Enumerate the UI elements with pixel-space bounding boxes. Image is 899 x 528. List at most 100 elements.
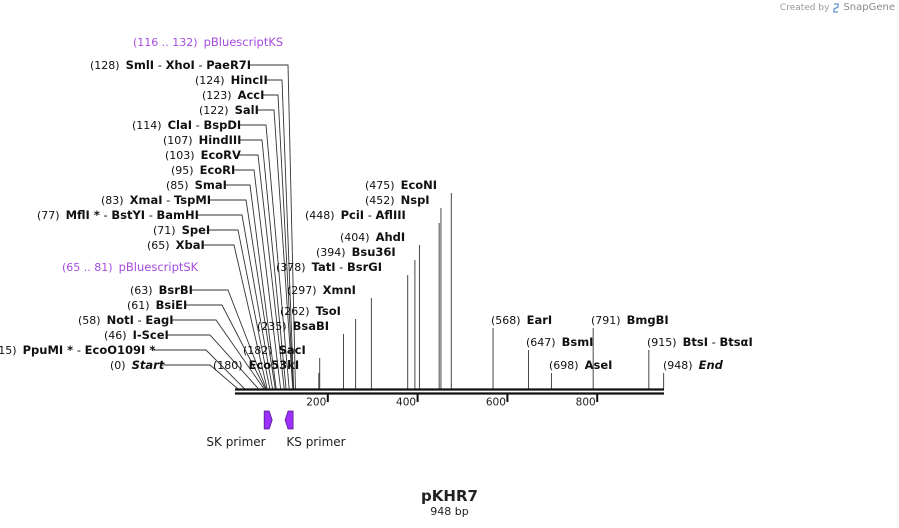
svg-text:(568)EarI: (568) EarI xyxy=(491,313,552,327)
enzyme-site[interactable]: (63) BsrBI xyxy=(130,283,193,297)
enzyme-name: BmgBI xyxy=(627,313,669,327)
enzyme-separator: - xyxy=(192,118,203,132)
enzyme-site[interactable]: (123) AccI xyxy=(202,88,264,102)
svg-text:(83)XmaI - TspMI: (83) XmaI - TspMI xyxy=(101,193,211,207)
enzyme-leader-line xyxy=(223,184,277,390)
enzyme-name: BsrGI xyxy=(347,260,382,274)
enzyme-leader-line xyxy=(261,94,294,390)
enzyme-leader-line xyxy=(255,109,294,390)
enzyme-site[interactable]: (107) HindIII xyxy=(163,133,241,147)
enzyme-site[interactable]: (262) TsoI xyxy=(280,304,341,318)
svg-text:(103)EcoRV: (103) EcoRV xyxy=(165,148,241,162)
enzyme-site[interactable]: (791) BmgBI xyxy=(591,313,669,327)
enzyme-site[interactable]: (452) NspI xyxy=(365,193,430,207)
feature-range: (116 .. 132) xyxy=(133,36,198,49)
enzyme-site[interactable]: (77) MflI * - BstYI - BamHI xyxy=(37,208,199,222)
enzyme-name: SmlI xyxy=(126,58,155,72)
enzyme-site[interactable]: (915) BtsI - BtsαI xyxy=(647,335,753,349)
feature-pbluescriptsk[interactable]: (65 .. 81) pBluescriptSK xyxy=(62,260,199,274)
enzyme-name: I-SceI xyxy=(133,328,169,342)
enzyme-position: (180) xyxy=(213,359,243,372)
enzyme-position: (63) xyxy=(130,284,153,297)
svg-text:(114)ClaI - BspDI: (114) ClaI - BspDI xyxy=(132,118,241,132)
feature-label: pBluescriptKS xyxy=(204,35,284,49)
primer-label: KS primer xyxy=(286,435,345,449)
ks-primer[interactable]: KS primer xyxy=(284,410,346,449)
enzyme-site[interactable]: (65) XbaI xyxy=(147,238,205,252)
svg-text:(58)NotI - EagI: (58) NotI - EagI xyxy=(78,313,174,327)
enzyme-name: HincII xyxy=(231,73,268,87)
enzyme-position: (95) xyxy=(171,164,194,177)
enzyme-site[interactable]: (85) SmaI xyxy=(166,178,227,192)
enzyme-site[interactable]: (948) End xyxy=(663,358,724,372)
enzyme-site[interactable]: (647) BsmI xyxy=(526,335,593,349)
svg-text:(0)Start: (0) Start xyxy=(110,358,165,372)
svg-text:(262)TsoI: (262) TsoI xyxy=(280,304,341,318)
enzyme-leader-line xyxy=(207,229,271,390)
enzyme-site[interactable]: (180) Eco53kI xyxy=(213,358,299,372)
enzyme-position: (791) xyxy=(591,314,621,327)
enzyme-position: (262) xyxy=(280,305,310,318)
enzyme-site[interactable]: (235) BsaBI xyxy=(257,319,329,333)
enzyme-site[interactable]: (568) EarI xyxy=(491,313,552,327)
svg-text:(124)HincII: (124) HincII xyxy=(195,73,268,87)
enzyme-leader-line xyxy=(248,64,296,390)
enzyme-name: SacI xyxy=(279,343,306,357)
enzyme-site[interactable]: (58) NotI - EagI xyxy=(78,313,174,327)
enzyme-site[interactable]: (61) BsiEI xyxy=(127,298,187,312)
snapgene-logo-icon xyxy=(833,2,840,13)
enzyme-name: HindIII xyxy=(199,133,242,147)
enzyme-name: TatI xyxy=(312,260,336,274)
enzyme-leader-line xyxy=(161,364,239,390)
enzyme-site[interactable]: (182) SacI xyxy=(243,343,306,357)
feature-pbluescriptks[interactable]: (116 .. 132) pBluescriptKS xyxy=(133,35,283,49)
enzyme-name: Eco53kI xyxy=(249,358,300,372)
enzyme-site[interactable]: (122) SalI xyxy=(199,103,259,117)
enzyme-site[interactable]: (83) XmaI - TspMI xyxy=(101,193,211,207)
enzyme-name: PaeR7I xyxy=(206,58,251,72)
enzyme-name: EcoRI xyxy=(200,163,236,177)
svg-text:(394)Bsu36I: (394) Bsu36I xyxy=(316,245,396,259)
enzyme-separator: - xyxy=(336,260,347,274)
enzyme-name: BsmI xyxy=(562,335,594,349)
enzyme-site[interactable]: (114) ClaI - BspDI xyxy=(132,118,241,132)
svg-text:(452)NspI: (452) NspI xyxy=(365,193,430,207)
svg-text:(404)AhdI: (404) AhdI xyxy=(340,230,405,244)
enzyme-position: (123) xyxy=(202,89,232,102)
enzyme-site[interactable]: (95) EcoRI xyxy=(171,163,235,177)
enzyme-position: (77) xyxy=(37,209,60,222)
ruler-tick-label: 400 xyxy=(396,397,416,409)
enzyme-leader-line xyxy=(264,79,295,390)
enzyme-site[interactable]: (71) SpeI xyxy=(153,223,210,237)
enzyme-name: AhdI xyxy=(376,230,406,244)
enzyme-site[interactable]: (394) Bsu36I xyxy=(316,245,396,259)
svg-text:(180)Eco53kI: (180) Eco53kI xyxy=(213,358,299,372)
enzyme-name: NotI xyxy=(107,313,134,327)
svg-text:(128)SmlI - XhoI - PaeR7I: (128) SmlI - XhoI - PaeR7I xyxy=(90,58,251,72)
enzyme-site[interactable]: (0) Start xyxy=(110,358,165,372)
enzyme-site[interactable]: (46) I-SceI xyxy=(104,328,169,342)
enzyme-separator: - xyxy=(195,58,206,72)
enzyme-site[interactable]: (15) PpuMI * - EcoO109I * xyxy=(0,343,155,357)
enzyme-site[interactable]: (698) AseI xyxy=(549,358,612,372)
enzyme-position: (71) xyxy=(153,224,176,237)
enzyme-leader-line xyxy=(238,139,287,390)
enzyme-site[interactable]: (378) TatI - BsrGI xyxy=(276,260,382,274)
enzyme-name: XbaI xyxy=(176,238,205,252)
enzyme-site[interactable]: (448) PciI - AflIII xyxy=(305,208,406,222)
ruler-tick-label: 600 xyxy=(486,397,506,409)
enzyme-site[interactable]: (297) XmnI xyxy=(287,283,356,297)
enzyme-name: XmaI xyxy=(130,193,163,207)
enzyme-position: (394) xyxy=(316,246,346,259)
svg-text:(297)XmnI: (297) XmnI xyxy=(287,283,356,297)
enzyme-name: BamHI xyxy=(157,208,199,222)
enzyme-site[interactable]: (404) AhdI xyxy=(340,230,405,244)
sk-primer[interactable]: SK primer xyxy=(206,410,273,449)
enzyme-site[interactable]: (124) HincII xyxy=(195,73,268,87)
enzyme-position: (378) xyxy=(276,261,306,274)
enzyme-site[interactable]: (475) EcoNI xyxy=(365,178,437,192)
enzyme-separator: - xyxy=(73,343,84,357)
enzyme-site[interactable]: (103) EcoRV xyxy=(165,148,241,162)
enzyme-leader-line xyxy=(195,214,274,390)
enzyme-site[interactable]: (128) SmlI - XhoI - PaeR7I xyxy=(90,58,251,72)
